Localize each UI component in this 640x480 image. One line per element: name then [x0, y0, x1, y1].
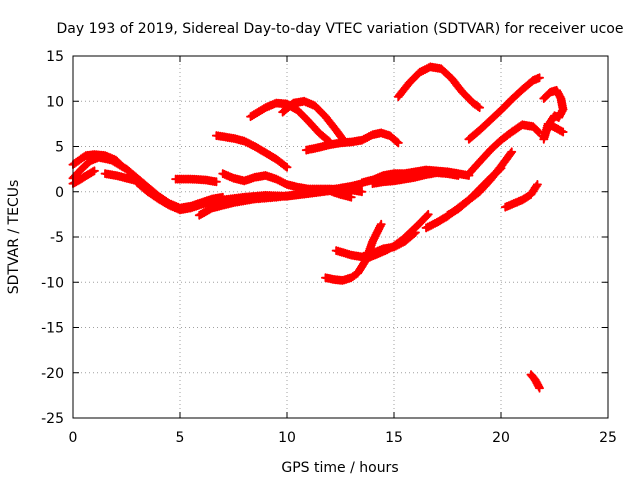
axis-ticks: [72, 55, 609, 419]
series-arc18-points: [393, 62, 485, 113]
x-tick-label: 10: [278, 430, 296, 446]
series-arc8: [211, 131, 292, 172]
y-tick-label: 10: [46, 94, 64, 110]
series-arc9: [218, 169, 367, 197]
series-arc11: [278, 96, 350, 147]
series-arc17: [363, 209, 433, 263]
series-arc16-points: [368, 168, 463, 189]
y-axis-label: SDTVAR / TECUs: [6, 180, 22, 295]
x-tick-label: 5: [176, 430, 185, 446]
series-arc21-points: [464, 120, 544, 179]
data-marks: [68, 62, 568, 393]
series-arc25-points: [539, 85, 568, 144]
y-tick-label: -25: [41, 411, 64, 427]
series-arc24-points: [526, 370, 544, 393]
series-arc22: [464, 73, 544, 144]
series-arc12: [301, 128, 403, 155]
series-arc21: [464, 120, 544, 179]
x-tick-label: 15: [385, 430, 403, 446]
x-tick-labels: 0 5 10 15 20 25: [69, 430, 617, 446]
series-arc9-points: [218, 169, 367, 197]
series-arc23-points: [500, 180, 542, 212]
y-tick-label: 5: [55, 140, 64, 156]
series-arc6: [171, 174, 221, 187]
y-tick-label: -5: [50, 230, 64, 246]
y-tick-label: 15: [46, 49, 64, 65]
series-arc17-points: [363, 209, 433, 263]
y-tick-label: -10: [41, 275, 64, 291]
x-axis-label: GPS time / hours: [281, 460, 398, 476]
series-arc6-points: [171, 174, 221, 187]
series-arc11-points: [278, 96, 350, 147]
series-arc23: [500, 180, 542, 212]
x-tick-label: 0: [69, 430, 78, 446]
series-arc16: [368, 168, 463, 189]
series-arc4-points: [100, 169, 142, 186]
series-arc8-points: [211, 131, 292, 172]
y-tick-label: 0: [55, 185, 64, 201]
x-tick-label: 20: [492, 430, 510, 446]
y-tick-label: -15: [41, 321, 64, 337]
series-arc20: [443, 163, 506, 220]
y-tick-label: -20: [41, 366, 64, 382]
y-tick-labels: -25 -20 -15 -10 -5 0 5 10 15: [41, 49, 64, 427]
chart-title: Day 193 of 2019, Sidereal Day-to-day VTE…: [57, 21, 624, 37]
x-tick-label: 25: [599, 430, 617, 446]
series-arc18: [393, 62, 485, 113]
series-arc24: [526, 370, 544, 393]
series-arc25: [539, 85, 568, 144]
series-arc4: [100, 169, 142, 186]
series-arc20-points: [443, 163, 506, 220]
grid-lines: [73, 56, 608, 418]
series-arc22-points: [464, 73, 544, 144]
series-arc12-points: [301, 128, 403, 155]
